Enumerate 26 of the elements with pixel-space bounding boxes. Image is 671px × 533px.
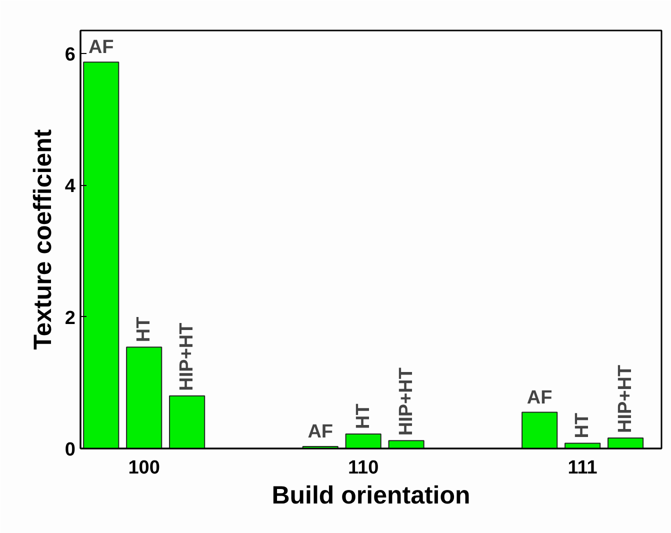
text: AF: [526, 387, 552, 408]
text: HIP+HT: [615, 364, 636, 433]
text: AF: [308, 422, 334, 443]
bar: [345, 434, 382, 448]
bar: [126, 346, 162, 448]
y-axis-title: Texture coefficient: [28, 128, 57, 350]
y-tick-label: 2: [64, 308, 76, 329]
text: HIP+HT: [176, 322, 198, 391]
y-tick-label: 4: [64, 176, 76, 198]
x-tick-label: 110: [348, 458, 379, 478]
bar: [564, 442, 601, 448]
bar: [608, 437, 644, 448]
bar: [83, 62, 120, 448]
text: HT: [352, 404, 374, 430]
bar: [388, 440, 424, 448]
bar: [522, 412, 558, 448]
series-label: AF: [88, 37, 114, 58]
text: HT: [572, 412, 594, 438]
x-tick-label: 100: [128, 458, 160, 478]
x-tick-label: 111: [568, 458, 598, 478]
text: HIP+HT: [396, 367, 417, 436]
x-axis-title: Build orientation: [272, 482, 470, 510]
y-tick-label: 0: [64, 440, 76, 460]
text: HT: [134, 316, 155, 342]
y-tick-label: 6: [64, 44, 76, 66]
bar: [169, 395, 206, 448]
